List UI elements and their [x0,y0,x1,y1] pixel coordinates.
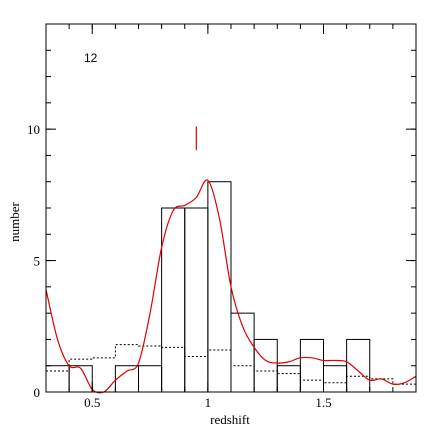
y-tick-label: 5 [34,254,41,269]
smooth-curve [45,179,417,394]
histogram-bar [253,338,278,393]
axes-layer: 0.5 1 1.5 0 5 10 [27,23,417,410]
histogram-bar [323,365,348,393]
y-axis-label: number [7,201,22,241]
histogram-bar [184,207,209,393]
x-tick-label: 1.5 [315,395,331,410]
x-axis-label: redshift [210,412,250,427]
y-tick-label: 10 [27,122,40,137]
smooth-curve-layer [45,179,417,394]
histogram-bar [207,181,232,393]
histogram-bar [276,365,301,393]
panel-label: 12 [84,51,98,65]
histogram-bar [114,365,139,393]
histogram-bar [45,365,70,393]
histogram-bar [346,338,371,393]
histogram-bar [68,365,93,393]
histogram-bar [299,338,324,393]
x-tick-label: 1 [205,395,212,410]
histogram-bar [138,365,163,393]
y-tick-label: 0 [34,385,41,400]
x-tick-label: 0.5 [84,395,100,410]
